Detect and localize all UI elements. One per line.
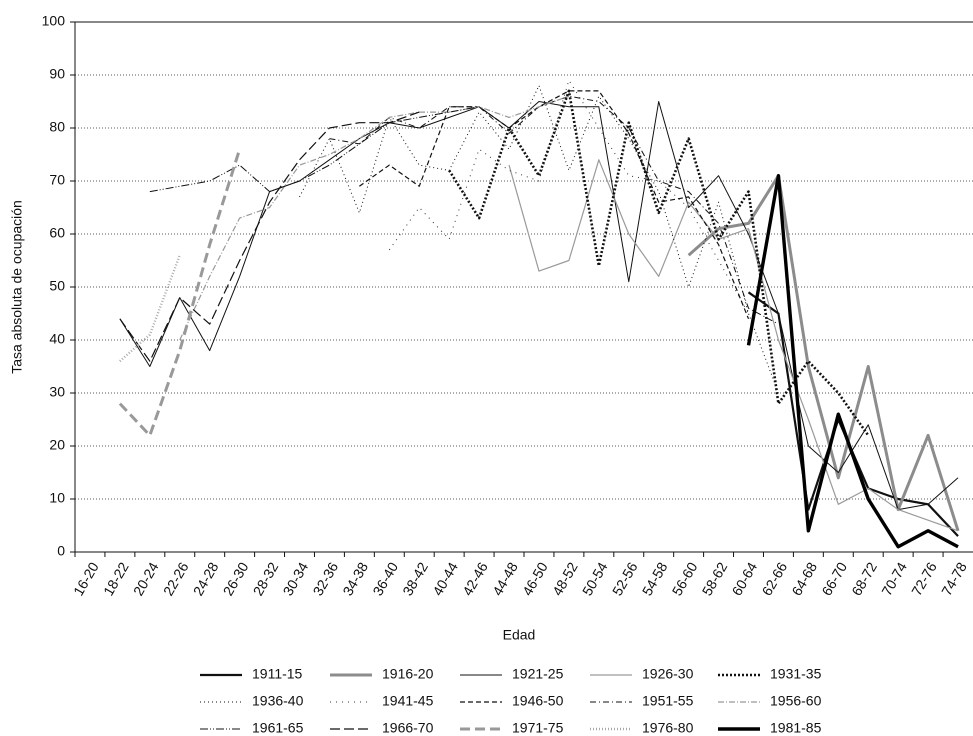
x-tick-label: 70-74: [878, 559, 910, 598]
x-tick-label: 46-50: [519, 559, 551, 598]
legend-label: 1981-85: [770, 720, 822, 736]
legend-label: 1946-50: [512, 693, 564, 709]
x-tick-label: 62-66: [758, 559, 790, 598]
legend-label: 1916-20: [382, 666, 434, 682]
series-line: [388, 79, 749, 314]
y-tick-label: 10: [49, 490, 65, 506]
x-tick-label: 28-32: [250, 559, 282, 598]
series-line: [119, 111, 420, 362]
y-tick-label: 100: [42, 13, 66, 29]
x-tick-label: 72-76: [908, 559, 940, 598]
y-tick-label: 90: [49, 66, 65, 82]
series-line: [119, 254, 181, 363]
x-tick-label: 40-44: [429, 559, 461, 598]
x-tick-label: 44-48: [489, 559, 521, 598]
x-tick-label: 52-56: [609, 559, 641, 598]
series-line: [746, 174, 959, 549]
x-tick-label: 74-78: [938, 559, 970, 598]
legend-label: 1951-55: [642, 693, 694, 709]
legend-label: 1956-60: [770, 693, 822, 709]
x-tick-label: 30-34: [280, 559, 312, 598]
legend-label: 1931-35: [770, 666, 822, 682]
y-tick-label: 40: [49, 331, 65, 347]
y-tick-label: 60: [49, 225, 65, 241]
legend-label: 1936-40: [252, 693, 304, 709]
series-line: [329, 95, 779, 325]
x-tick-label: 16-20: [70, 559, 102, 598]
x-tick-label: 26-30: [220, 559, 252, 598]
series-line: [687, 174, 960, 532]
legend-label: 1921-25: [512, 666, 564, 682]
x-axis-label: Edad: [503, 627, 536, 643]
y-tick-label: 0: [57, 543, 65, 559]
x-tick-label: 34-38: [339, 559, 371, 598]
legend-label: 1976-80: [642, 720, 694, 736]
x-tick-label: 32-36: [309, 559, 341, 598]
y-axis-label: Tasa absoluta de ocupación: [9, 200, 25, 374]
x-tick-label: 18-22: [100, 559, 132, 598]
y-tick-label: 20: [49, 437, 65, 453]
x-tick-label: 66-70: [818, 559, 850, 598]
legend-label: 1926-30: [642, 666, 694, 682]
legend-label: 1971-75: [512, 720, 564, 736]
x-tick-label: 64-68: [788, 559, 820, 598]
legend-label: 1961-65: [252, 720, 304, 736]
x-tick-label: 36-40: [369, 559, 401, 598]
x-tick-label: 42-46: [459, 559, 491, 598]
series-line: [118, 148, 242, 437]
series-line: [149, 106, 480, 193]
x-tick-label: 22-26: [160, 559, 192, 598]
legend-label: 1941-45: [382, 693, 434, 709]
x-tick-label: 54-58: [639, 559, 671, 598]
x-tick-label: 60-64: [729, 559, 761, 598]
series-line: [448, 89, 870, 437]
y-tick-label: 80: [49, 119, 65, 135]
x-tick-label: 48-52: [549, 559, 581, 598]
x-tick-label: 38-42: [399, 559, 431, 598]
series-line: [508, 159, 959, 532]
x-tick-label: 50-54: [579, 559, 611, 598]
y-tick-label: 30: [49, 384, 65, 400]
legend-label: 1966-70: [382, 720, 434, 736]
series-line: [119, 101, 959, 511]
legend-label: 1911-15: [252, 666, 303, 682]
x-tick-label: 24-28: [190, 559, 222, 598]
x-tick-label: 20-24: [130, 559, 162, 598]
y-tick-label: 70: [49, 172, 65, 188]
series-line: [299, 85, 779, 394]
x-tick-label: 56-60: [669, 559, 701, 598]
y-tick-label: 50: [49, 278, 65, 294]
x-tick-label: 58-62: [699, 559, 731, 598]
x-tick-label: 68-72: [848, 559, 880, 598]
